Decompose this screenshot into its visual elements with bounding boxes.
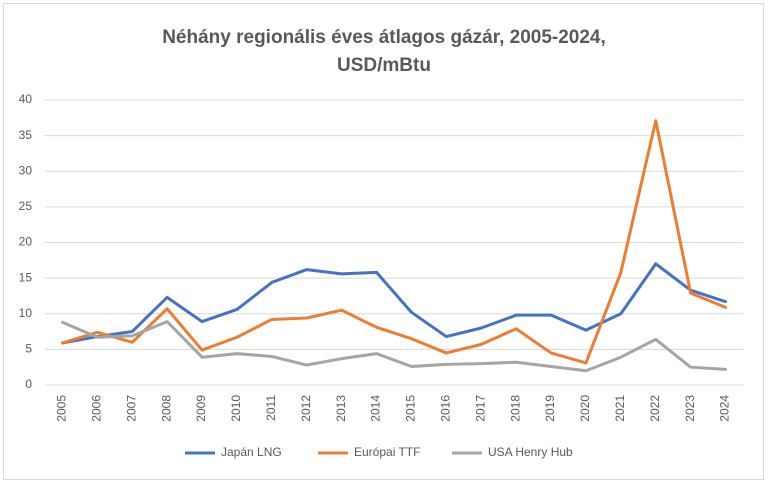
y-tick-label: 5: [25, 342, 32, 356]
y-tick-label: 25: [19, 199, 33, 213]
y-tick-label: 10: [19, 306, 33, 320]
x-tick-label: 2006: [90, 395, 104, 422]
x-tick-label: 2016: [439, 395, 453, 422]
x-tick-label: 2018: [508, 395, 522, 422]
x-tick-label: 2009: [194, 395, 208, 422]
x-tick-label: 2014: [369, 395, 383, 422]
x-tick-label: 2023: [683, 395, 697, 422]
x-tick-label: 2017: [473, 395, 487, 422]
chart-title: Néhány regionális éves átlagos gázár, 20…: [162, 27, 606, 48]
y-tick-label: 20: [19, 235, 33, 249]
x-tick-label: 2013: [334, 395, 348, 422]
series-line: [60, 262, 728, 345]
x-tick-label: 2007: [124, 395, 138, 422]
chart-border: [3, 3, 764, 480]
x-tick-label: 2012: [299, 395, 313, 422]
x-tick-label: 2021: [613, 395, 627, 422]
series-line: [60, 320, 728, 373]
y-tick-label: 35: [19, 128, 33, 142]
y-tick-label: 30: [19, 163, 33, 177]
chart-title: USD/mBtu: [337, 55, 431, 76]
x-tick-label: 2020: [578, 395, 592, 422]
x-tick-label: 2019: [543, 395, 557, 422]
x-tick-label: 2011: [264, 395, 278, 421]
x-tick-label: 2015: [404, 395, 418, 422]
x-tick-label: 2008: [159, 395, 173, 422]
x-tick-label: 2024: [718, 395, 732, 422]
x-tick-label: 2005: [55, 395, 69, 422]
legend-label: Japán LNG: [221, 445, 282, 459]
y-tick-label: 15: [19, 270, 33, 284]
y-tick-label: 40: [19, 92, 33, 106]
legend-label: USA Henry Hub: [488, 445, 573, 459]
x-tick-label: 2022: [648, 395, 662, 422]
series-line: [60, 119, 728, 365]
x-tick-label: 2010: [229, 395, 243, 422]
legend-label: Európai TTF: [354, 445, 420, 459]
y-tick-label: 0: [25, 377, 32, 391]
